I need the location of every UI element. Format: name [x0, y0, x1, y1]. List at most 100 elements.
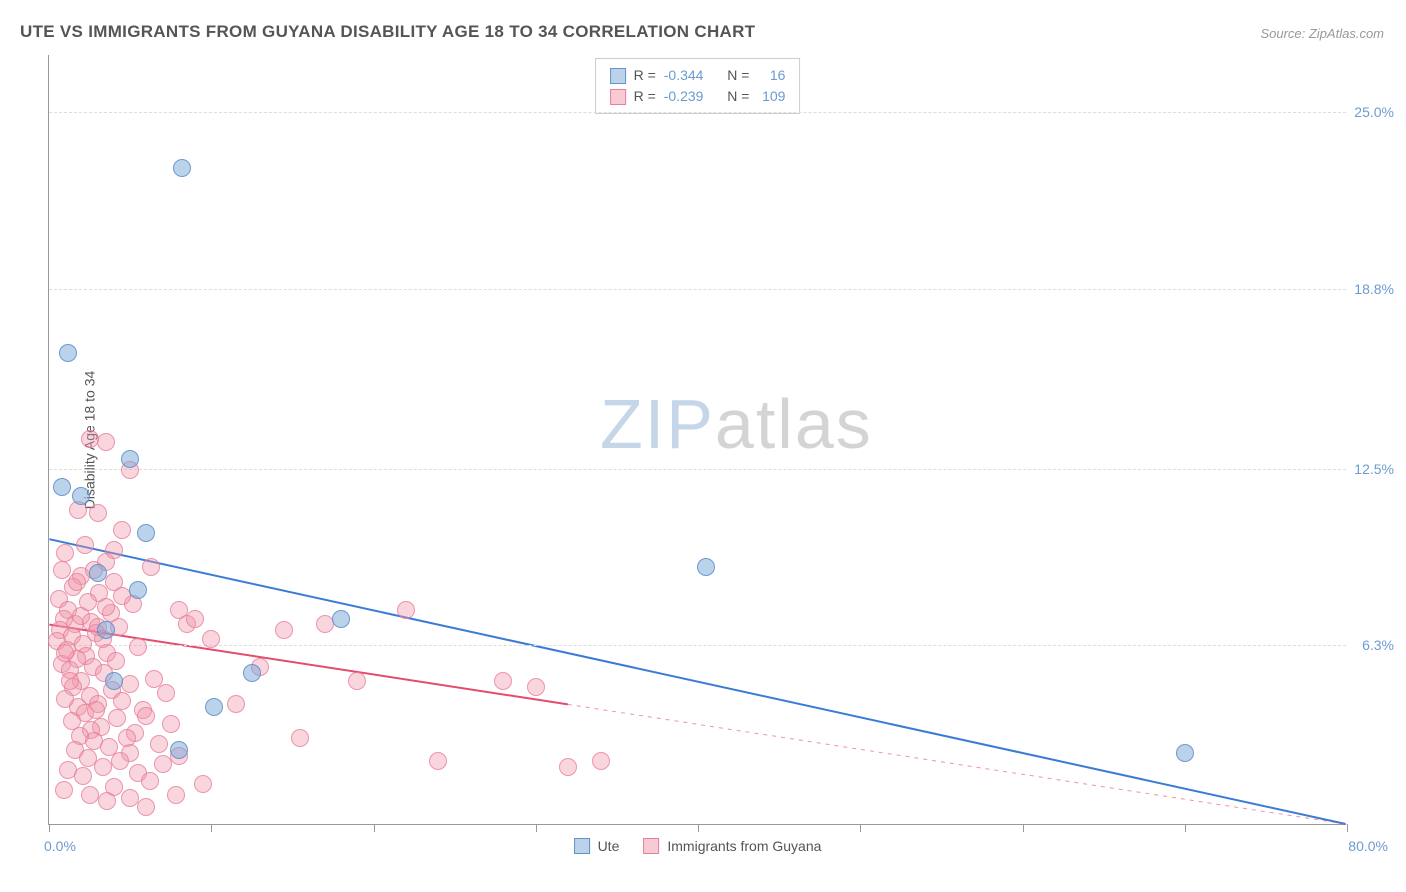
scatter-point: [72, 607, 90, 625]
x-tick: [211, 824, 212, 832]
scatter-point: [55, 781, 73, 799]
scatter-point: [81, 786, 99, 804]
swatch-blue-icon: [610, 68, 626, 84]
legend-label-ute: Ute: [598, 838, 620, 854]
scatter-point: [56, 544, 74, 562]
plot-region: ZIPatlas R = -0.344 N = 16 R = -0.239 N …: [48, 55, 1346, 825]
n-value-ute: 16: [757, 65, 785, 86]
trend-lines: [49, 55, 1346, 824]
scatter-point: [275, 621, 293, 639]
x-tick: [1023, 824, 1024, 832]
gridline: [49, 645, 1346, 646]
scatter-point: [697, 558, 715, 576]
chart-area: Disability Age 18 to 34 ZIPatlas R = -0.…: [48, 55, 1388, 825]
legend-row-ute: R = -0.344 N = 16: [610, 65, 786, 86]
scatter-point: [121, 789, 139, 807]
x-tick: [49, 824, 50, 832]
scatter-point: [89, 504, 107, 522]
scatter-point: [129, 581, 147, 599]
scatter-point: [227, 695, 245, 713]
scatter-point: [53, 478, 71, 496]
scatter-point: [108, 709, 126, 727]
scatter-point: [113, 692, 131, 710]
legend-item-guyana: Immigrants from Guyana: [643, 838, 821, 854]
scatter-point: [129, 638, 147, 656]
scatter-point: [429, 752, 447, 770]
scatter-point: [150, 735, 168, 753]
scatter-point: [167, 786, 185, 804]
scatter-point: [94, 758, 112, 776]
x-tick: [698, 824, 699, 832]
scatter-point: [157, 684, 175, 702]
scatter-point: [111, 752, 129, 770]
gridline: [49, 112, 1346, 113]
legend-series: Ute Immigrants from Guyana: [574, 838, 822, 854]
scatter-point: [68, 573, 86, 591]
legend-item-ute: Ute: [574, 838, 620, 854]
x-tick: [1185, 824, 1186, 832]
legend-row-guyana: R = -0.239 N = 109: [610, 86, 786, 107]
scatter-point: [113, 521, 131, 539]
r-value-ute: -0.344: [664, 65, 704, 86]
scatter-point: [173, 159, 191, 177]
scatter-point: [170, 741, 188, 759]
r-value-guyana: -0.239: [664, 86, 704, 107]
scatter-point: [97, 598, 115, 616]
r-label: R =: [634, 65, 656, 86]
scatter-point: [592, 752, 610, 770]
scatter-point: [97, 621, 115, 639]
scatter-point: [56, 644, 74, 662]
r-label: R =: [634, 86, 656, 107]
scatter-point: [72, 487, 90, 505]
scatter-point: [81, 430, 99, 448]
gridline: [49, 469, 1346, 470]
scatter-point: [154, 755, 172, 773]
scatter-point: [142, 558, 160, 576]
swatch-blue-icon: [574, 838, 590, 854]
scatter-point: [205, 698, 223, 716]
scatter-point: [105, 672, 123, 690]
scatter-point: [89, 564, 107, 582]
n-label: N =: [727, 86, 749, 107]
n-value-guyana: 109: [757, 86, 785, 107]
scatter-point: [186, 610, 204, 628]
scatter-point: [121, 450, 139, 468]
y-tick-label: 6.3%: [1362, 637, 1394, 653]
scatter-point: [397, 601, 415, 619]
n-label: N =: [727, 65, 749, 86]
scatter-point: [348, 672, 366, 690]
scatter-point: [162, 715, 180, 733]
x-max-label: 80.0%: [1348, 838, 1388, 854]
scatter-point: [1176, 744, 1194, 762]
x-tick: [536, 824, 537, 832]
swatch-pink-icon: [610, 89, 626, 105]
scatter-point: [559, 758, 577, 776]
scatter-point: [332, 610, 350, 628]
scatter-point: [61, 672, 79, 690]
scatter-point: [291, 729, 309, 747]
scatter-point: [527, 678, 545, 696]
scatter-point: [76, 536, 94, 554]
scatter-point: [194, 775, 212, 793]
y-tick-label: 25.0%: [1354, 104, 1394, 120]
x-tick: [1347, 824, 1348, 832]
scatter-point: [59, 344, 77, 362]
swatch-pink-icon: [643, 838, 659, 854]
gridline: [49, 289, 1346, 290]
x-min-label: 0.0%: [44, 838, 76, 854]
y-tick-label: 18.8%: [1354, 281, 1394, 297]
scatter-point: [137, 798, 155, 816]
source-label: Source: ZipAtlas.com: [1260, 26, 1384, 41]
chart-title: UTE VS IMMIGRANTS FROM GUYANA DISABILITY…: [20, 22, 755, 42]
scatter-point: [494, 672, 512, 690]
scatter-point: [141, 772, 159, 790]
x-tick: [860, 824, 861, 832]
scatter-point: [105, 541, 123, 559]
scatter-point: [121, 675, 139, 693]
scatter-point: [97, 433, 115, 451]
scatter-point: [74, 767, 92, 785]
x-tick: [374, 824, 375, 832]
scatter-point: [98, 792, 116, 810]
legend-label-guyana: Immigrants from Guyana: [667, 838, 821, 854]
scatter-point: [202, 630, 220, 648]
